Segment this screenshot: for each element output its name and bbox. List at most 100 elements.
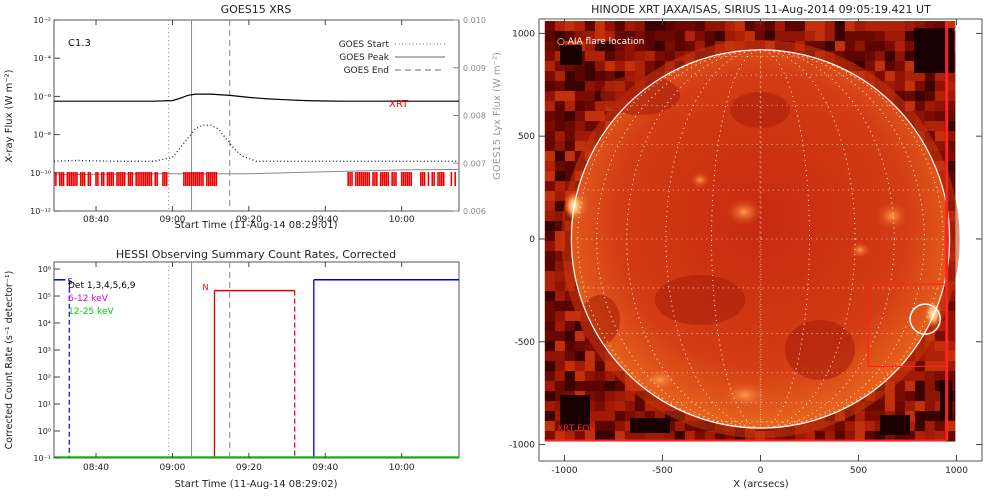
- xrt-pixel-tile: [564, 311, 576, 322]
- xrt-pixel-tile: [554, 311, 566, 322]
- xrt-pixel-tile: [574, 321, 586, 332]
- xrt-pixel-tile: [924, 21, 936, 32]
- goes-title: GOES15 XRS: [221, 3, 292, 16]
- xrt-pixel-tile: [834, 41, 846, 52]
- xrt-pixel-tile: [944, 141, 956, 152]
- xrt-pixel-tile: [604, 61, 616, 72]
- xrt-longitude-line: [665, 49, 856, 429]
- xrt-pixel-tile: [664, 421, 676, 432]
- xrt-pixel-tile: [544, 411, 556, 422]
- xrt-pixel-tile: [944, 101, 956, 112]
- xrt-pixel-tile: [584, 51, 596, 62]
- xrt-pixel-tile: [924, 371, 936, 382]
- xrt-pixel-tile: [584, 381, 596, 392]
- xrt-pixel-tile: [934, 431, 946, 442]
- xrt-pixel-tile: [934, 111, 946, 122]
- hessi-x-axis-label: Start Time (11-Aug-14 08:29:02): [174, 479, 337, 490]
- xrt-pixel-tile: [854, 51, 866, 62]
- xrt-pixel-tile: [544, 151, 556, 162]
- xrt-pixel-tile: [674, 431, 686, 442]
- xrt-pixel-tile: [584, 21, 596, 32]
- xrt-pixel-tile: [754, 31, 766, 42]
- xrt-pixel-tile: [574, 91, 586, 102]
- xrt-pixel-tile: [604, 401, 616, 412]
- xrt-pixel-tile: [844, 51, 856, 62]
- xrt-pixel-tile: [824, 431, 836, 442]
- xrt-pixel-tile: [684, 21, 696, 32]
- xrt-pixel-tile: [544, 291, 556, 302]
- xrt-pixel-tile: [654, 51, 666, 62]
- xrt-pixel-tile: [554, 241, 566, 252]
- xrt-pixel-tile: [604, 431, 616, 442]
- xrt-pixel-tile: [944, 331, 956, 342]
- xrt-pixel-tile: [904, 91, 916, 102]
- xrt-pixel-tile: [564, 341, 576, 352]
- xrt-pixel-tile: [784, 21, 796, 32]
- xrt-pixel-tile: [544, 391, 556, 402]
- xrt-pixel-tile: [564, 91, 576, 102]
- xrt-pixel-tile: [644, 411, 656, 422]
- xrt-pixel-tile: [574, 371, 586, 382]
- xrt-y-tick-label: 0: [529, 235, 535, 245]
- xrt-pixel-tile: [914, 91, 926, 102]
- xrt-pixel-tile: [704, 431, 716, 442]
- xrt-pixel-tile: [574, 431, 586, 442]
- xrt-pixel-tile: [724, 431, 736, 442]
- xrt-pixel-tile: [564, 301, 576, 312]
- goes-x-tick-label: 09:00: [159, 215, 185, 225]
- xrt-pixel-tile: [574, 141, 586, 152]
- xrt-pixel-tile: [944, 131, 956, 142]
- xrt-pixel-tile: [574, 101, 586, 112]
- xrt-pixel-tile: [564, 331, 576, 342]
- hessi-plot-area: [54, 262, 459, 458]
- xrt-pixel-tile: [614, 51, 626, 62]
- xrt-pixel-tile: [544, 211, 556, 222]
- goes-y2-tick-label: 0.006: [463, 207, 486, 216]
- xrt-pixel-tile: [614, 431, 626, 442]
- xrt-pixel-tile: [924, 71, 936, 82]
- xrt-pixel-tile: [894, 401, 906, 412]
- xrt-pixel-tile: [604, 41, 616, 52]
- xrt-y-tick-label: -500: [515, 338, 536, 348]
- goes-y2-tick-label: 0.010: [463, 16, 486, 25]
- xrt-pixel-tile: [944, 111, 956, 122]
- xrt-pixel-tile: [914, 391, 926, 402]
- xrt-title: HINODE XRT JAXA/ISAS, SIRIUS 11-Aug-2014…: [591, 3, 931, 16]
- xrt-image-panel: HINODE XRT JAXA/ISAS, SIRIUS 11-Aug-2014…: [509, 3, 983, 490]
- xrt-pixel-tile: [554, 371, 566, 382]
- xrt-pixel-tile: [564, 141, 576, 152]
- xrt-pixel-tile: [804, 21, 816, 32]
- xrt-pixel-tile: [904, 81, 916, 92]
- xrt-pixel-tile: [594, 51, 606, 62]
- xrt-pixel-tile: [754, 21, 766, 32]
- xrt-pixel-tile: [674, 421, 686, 432]
- xrt-pixel-tile: [934, 131, 946, 142]
- goes-y2-tick-label: 0.007: [463, 159, 486, 168]
- xrt-pixel-tile: [944, 151, 956, 162]
- xrt-pixel-tile: [894, 381, 906, 392]
- xrt-pixel-tile: [924, 351, 936, 362]
- xrt-pixel-tile: [714, 31, 726, 42]
- xrt-pixel-tile: [584, 401, 596, 412]
- xrt-pixel-tile: [664, 51, 676, 62]
- xrt-pixel-tile: [904, 381, 916, 392]
- xrt-pixel-tile: [634, 31, 646, 42]
- xrt-pixel-tile: [574, 21, 586, 32]
- xrt-pixel-tile: [594, 431, 606, 442]
- goes-series-0: [54, 93, 459, 102]
- hessi-y-tick-label: 10³: [38, 346, 51, 355]
- xrt-pixel-tile: [664, 21, 676, 32]
- xrt-pixel-tile: [874, 71, 886, 82]
- xrt-x-tick-label: -500: [652, 466, 673, 476]
- xrt-pixel-tile: [944, 371, 956, 382]
- xrt-pixel-tile: [604, 381, 616, 392]
- xrt-pixel-tile: [784, 431, 796, 442]
- xrt-pixel-tile: [634, 411, 646, 422]
- goes-legend-label: GOES End: [344, 66, 389, 76]
- xrt-pixel-tile: [564, 361, 576, 372]
- xrt-pixel-tile: [594, 61, 606, 72]
- hessi-y-tick-label: 10⁰: [38, 427, 51, 436]
- hessi-axes: S N 08:40 09:00 09:20 09:40 10:00 10⁶ 10⁵ 10⁴ 10³ 1…: [33, 262, 415, 473]
- xrt-pixel-tile: [574, 131, 586, 142]
- xrt-dark-region: [580, 295, 620, 345]
